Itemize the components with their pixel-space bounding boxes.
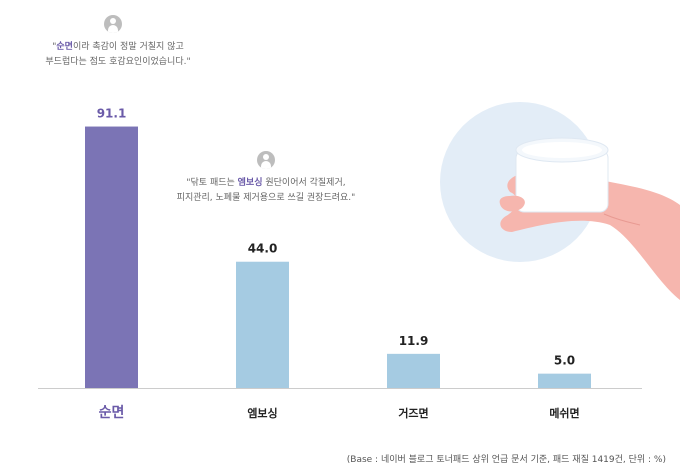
category-label-1: 순면 bbox=[99, 404, 125, 421]
category-label-2: 엠보싱 bbox=[247, 406, 277, 420]
quote-emphasis-soonmyeon: 순면 bbox=[56, 42, 73, 52]
quote-embossing: "닦토 패드는 엠보싱 원단이어서 각질제거, 피지관리, 노폐물 제거용으로 … bbox=[156, 176, 376, 206]
bar-1 bbox=[85, 126, 138, 388]
quote-soonmyeon: "순면이라 촉감이 정말 거칠지 않고 부드럽다는 점도 호감요인이었습니다." bbox=[45, 42, 191, 67]
data-label-3: 11.9 bbox=[399, 334, 429, 348]
user-icon bbox=[257, 151, 275, 169]
quote-text-line1: 원단이어서 각질제거, bbox=[262, 178, 346, 188]
quote-text-line2: 부드럽다는 점도 호감요인이었습니다." bbox=[45, 57, 191, 67]
bar-3 bbox=[387, 353, 440, 388]
bar-2 bbox=[236, 261, 289, 388]
data-label-2: 44.0 bbox=[248, 242, 278, 256]
data-label-1: 91.1 bbox=[97, 107, 127, 121]
quote-prefix: "닦토 패드는 bbox=[186, 178, 238, 188]
source-note: (Base : 네이버 블로그 토너패드 상위 언급 문서 기준, 패드 재질 … bbox=[346, 455, 666, 465]
quote-text-line2: 피지관리, 노폐물 제거용으로 쓰길 권장드려요." bbox=[176, 193, 356, 203]
bar-4 bbox=[538, 373, 591, 388]
category-label-3: 거즈면 bbox=[398, 406, 428, 420]
user-icon bbox=[104, 15, 122, 33]
data-label-4: 5.0 bbox=[554, 354, 575, 368]
category-label-4: 메쉬면 bbox=[549, 406, 579, 420]
quote-emphasis-embossing: 엠보싱 bbox=[237, 178, 263, 188]
quote-text-line1: 이라 촉감이 정말 거칠지 않고 bbox=[72, 42, 184, 52]
